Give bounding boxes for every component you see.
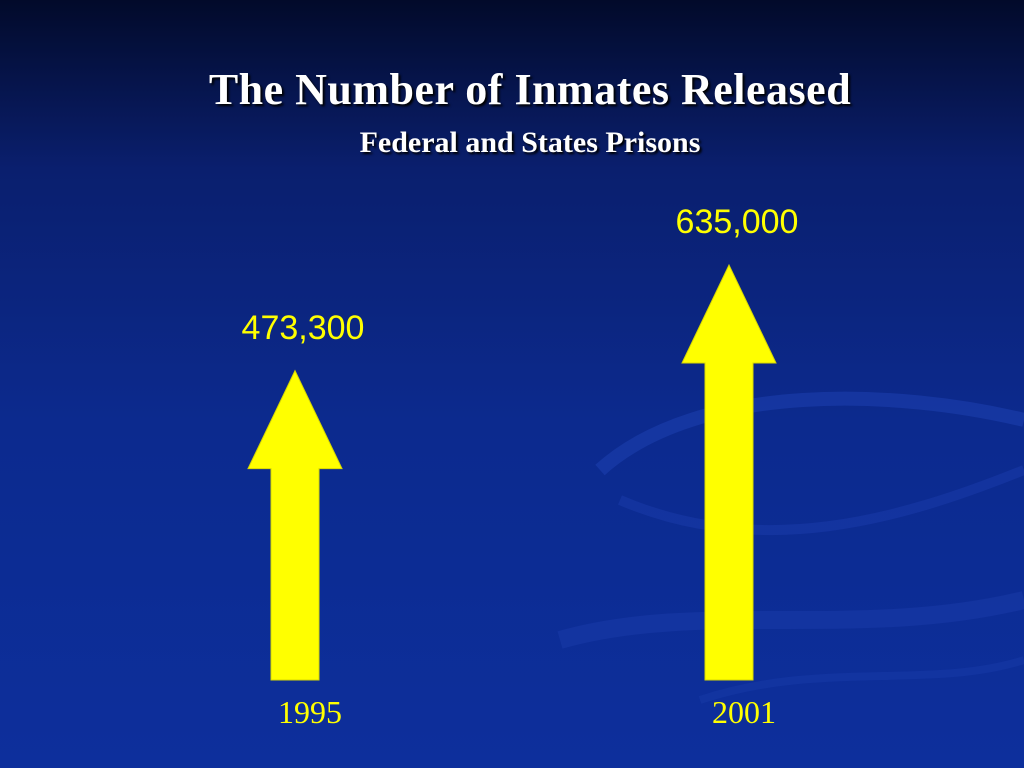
arrow-bar-1995 [247, 369, 343, 681]
chart-subtitle: Federal and States Prisons [359, 126, 701, 159]
category-label-1995: 1995 [278, 694, 342, 730]
chart-title: The Number of Inmates Released [208, 65, 852, 114]
value-label-1995: 473,300 [241, 308, 365, 347]
category-label-2001: 2001 [712, 694, 776, 730]
arrow-bar-2001 [681, 263, 777, 681]
value-label-2001: 635,000 [675, 203, 799, 241]
